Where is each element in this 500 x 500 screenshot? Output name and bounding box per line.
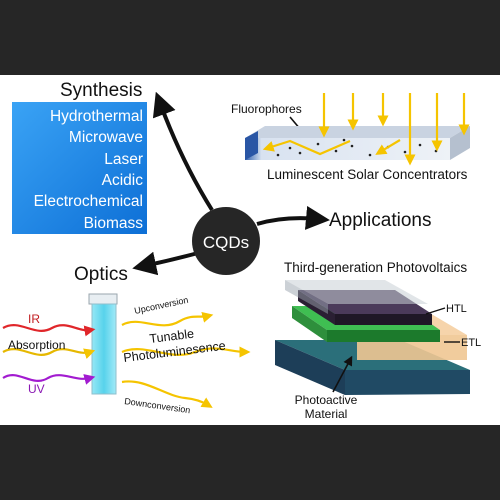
active-material-pointer (332, 355, 353, 393)
htl-pointer (425, 307, 446, 315)
synthesis-method: Laser (104, 151, 143, 168)
pv-title: Third-generation Photovoltaics (284, 260, 467, 275)
synthesis-box (12, 102, 147, 234)
synthesis-method: Biomass (84, 215, 144, 232)
pv-stack (275, 280, 470, 395)
pv-active-label-line1: Photoactive (295, 393, 358, 407)
cqds-label: CQDs (203, 233, 249, 252)
applications-title: Applications (329, 210, 431, 231)
pv-active-label-line2: Material (305, 407, 348, 421)
ir-label: IR (28, 312, 40, 326)
arrow-to-synthesis (152, 91, 214, 212)
synthesis-method: Hydrothermal (50, 108, 143, 125)
waveguided-light (262, 139, 351, 156)
downconversion-arrow (121, 380, 213, 408)
synthesis-title: Synthesis (60, 80, 142, 101)
cqds-circle (192, 207, 260, 275)
uv-arrow (2, 374, 96, 385)
synthesis-method: Acidic (102, 172, 144, 189)
lsc-caption: Luminescent Solar Concentrators (267, 167, 468, 182)
tunable-arrow (121, 346, 251, 358)
waveguided-light (375, 139, 401, 155)
arrow-to-applications (256, 205, 330, 230)
ir-arrow (2, 324, 96, 337)
lsc-sunlight-arrows (262, 93, 470, 166)
optics-title: Optics (74, 264, 128, 285)
tunable-label-line1: Tunable (149, 327, 195, 346)
synthesis-method: Microwave (69, 129, 143, 146)
cuvette (88, 293, 118, 395)
pv-etl-label: ETL (461, 337, 481, 349)
synthesis-method: Electrochemical (34, 193, 143, 210)
lsc-fluorophores-label: Fluorophores (231, 102, 302, 116)
absorption-label: Absorption (8, 338, 65, 352)
absorption-arrow (2, 348, 96, 359)
synthesis-methods: Hydrothermal Microwave Laser Acidic Elec… (34, 108, 144, 232)
arrow-to-optics (132, 251, 199, 276)
pv-glass-layer (285, 280, 428, 304)
uv-label: UV (28, 382, 45, 396)
pv-htl-label: HTL (446, 303, 467, 315)
upconversion-arrow (121, 311, 214, 327)
